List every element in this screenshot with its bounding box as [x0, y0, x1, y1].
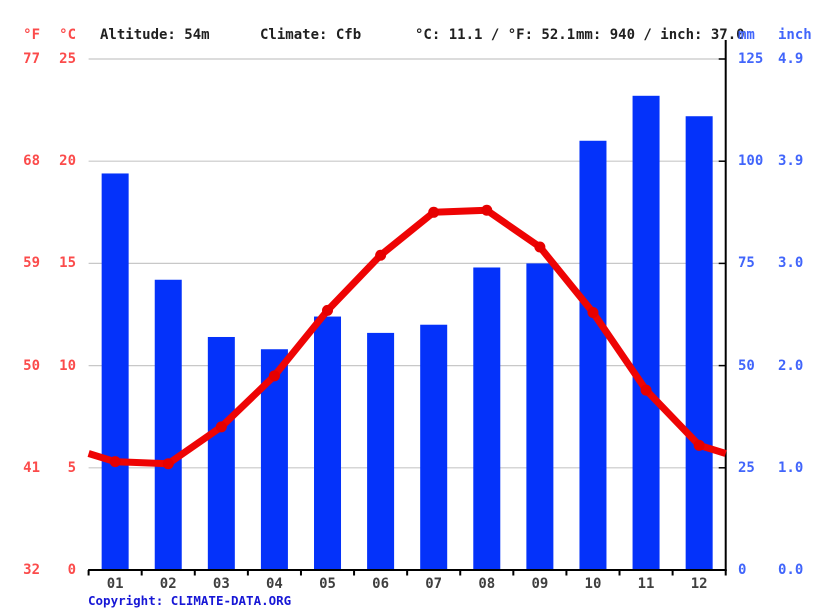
f-tick-label: 41 [23, 459, 40, 476]
mm-axis-unit: mm [738, 27, 755, 43]
precipitation-bar [314, 316, 342, 570]
f-tick-label: 50 [23, 357, 40, 374]
celsius-axis-unit: °C [59, 27, 76, 43]
copyright-text: Copyright: CLIMATE-DATA.ORG [88, 593, 291, 608]
f-tick-label: 77 [23, 51, 40, 67]
temperature-marker [640, 384, 652, 396]
copyright-prefix: Copyright: [88, 593, 171, 608]
temperature-marker [534, 241, 546, 253]
c-tick-label: 25 [59, 51, 76, 67]
precipitation-bar [154, 279, 182, 570]
temperature-marker [481, 204, 493, 216]
temperature-marker [693, 439, 705, 451]
c-tick-label: 20 [59, 153, 76, 170]
inch-tick-label: 1.0 [778, 459, 804, 476]
month-label: 12 [690, 576, 708, 592]
precipitation-bar [579, 140, 607, 570]
temperature-marker [587, 306, 599, 318]
inch-axis-unit: inch [778, 27, 812, 43]
month-label: 01 [106, 576, 124, 592]
mm-tick-label: 50 [738, 357, 755, 374]
month-label: 06 [372, 576, 390, 592]
precipitation-bar [420, 324, 448, 570]
climate-data-org-link[interactable]: CLIMATE-DATA.ORG [170, 593, 292, 608]
mm-tick-label: 75 [738, 255, 755, 272]
temperature-marker [109, 456, 121, 468]
climate-class-label: Climate: Cfb [260, 27, 362, 43]
temperature-marker [322, 304, 334, 316]
temperature-marker [428, 206, 440, 218]
month-label: 03 [212, 576, 230, 592]
month-label: 11 [637, 576, 655, 592]
precipitation-bar [207, 336, 235, 570]
f-tick-label: 68 [23, 153, 40, 170]
mm-tick-label: 100 [738, 153, 764, 170]
f-tick-label: 59 [23, 255, 40, 272]
c-tick-label: 15 [59, 255, 76, 272]
inch-tick-label: 3.9 [778, 153, 804, 170]
precipitation-bar [473, 267, 501, 570]
temperature-marker [268, 370, 280, 382]
precipitation-bar [101, 173, 129, 571]
precipitation-bar [632, 95, 660, 571]
temperature-marker [375, 249, 387, 261]
mean-temp-label: °C: 11.1 / °F: 52.1 [415, 27, 576, 43]
month-label: 02 [159, 576, 177, 592]
month-label: 10 [584, 576, 602, 592]
c-tick-label: 0 [67, 562, 76, 578]
inch-tick-label: 3.0 [778, 255, 804, 272]
c-tick-label: 10 [59, 357, 76, 374]
month-label: 04 [265, 576, 283, 592]
temperature-marker [162, 458, 174, 470]
f-tick-label: 32 [23, 562, 40, 578]
precipitation-bar [367, 332, 395, 570]
fahrenheit-axis-unit: °F [23, 27, 40, 43]
inch-tick-label: 0.0 [778, 562, 804, 578]
month-label: 08 [478, 576, 496, 592]
mm-tick-label: 25 [738, 459, 755, 476]
mm-tick-label: 0 [738, 562, 747, 578]
month-label: 07 [425, 576, 443, 592]
total-precip-label: mm: 940 / inch: 37.0 [576, 27, 745, 43]
precipitation-bar [685, 116, 713, 571]
inch-tick-label: 2.0 [778, 357, 804, 374]
temperature-line [87, 206, 727, 468]
inch-tick-label: 4.9 [778, 51, 804, 67]
month-label: 09 [531, 576, 549, 592]
month-label: 05 [319, 576, 336, 592]
altitude-label: Altitude: 54m [100, 27, 210, 43]
c-tick-label: 5 [67, 459, 76, 476]
temperature-marker [215, 421, 227, 433]
precipitation-bar [526, 263, 554, 570]
mm-tick-label: 125 [738, 51, 764, 67]
